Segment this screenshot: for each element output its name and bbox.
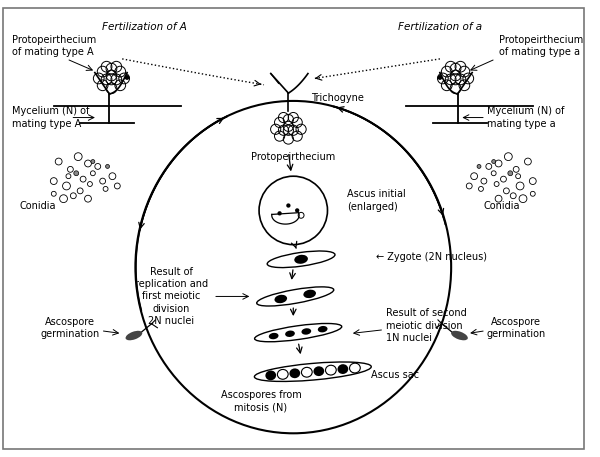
Text: Protopeirthecium
of mating type a: Protopeirthecium of mating type a [499, 35, 583, 58]
Text: Protopeirthecium: Protopeirthecium [251, 152, 335, 162]
Text: Conidia: Conidia [484, 201, 520, 211]
Text: Conidia: Conidia [20, 201, 56, 211]
Circle shape [437, 75, 442, 80]
Text: Ascus initial
(enlarged): Ascus initial (enlarged) [347, 190, 406, 212]
Ellipse shape [451, 331, 468, 340]
Circle shape [91, 159, 95, 164]
Text: Ascospore
germination: Ascospore germination [41, 317, 100, 339]
Circle shape [74, 171, 79, 175]
Circle shape [295, 208, 299, 213]
Ellipse shape [125, 331, 142, 340]
Ellipse shape [301, 367, 312, 377]
Ellipse shape [277, 369, 288, 379]
Text: Mycelium (N) of
mating type A: Mycelium (N) of mating type A [12, 106, 89, 129]
Ellipse shape [277, 369, 288, 379]
Circle shape [492, 159, 496, 164]
Circle shape [106, 165, 109, 168]
Text: Ascospores from
mitosis (N): Ascospores from mitosis (N) [221, 390, 301, 412]
Text: Protopeirthecium
of mating type A: Protopeirthecium of mating type A [12, 35, 96, 58]
Text: Ascospore
germination: Ascospore germination [487, 317, 546, 339]
Text: Result of second
meiotic division
1N nuclei: Result of second meiotic division 1N nuc… [386, 308, 467, 343]
Ellipse shape [274, 295, 287, 303]
Circle shape [508, 171, 513, 175]
Ellipse shape [350, 363, 360, 373]
Ellipse shape [269, 333, 278, 339]
Ellipse shape [325, 365, 336, 375]
Circle shape [286, 203, 290, 207]
Text: Trichogyne: Trichogyne [311, 93, 364, 103]
Text: Fertilization of A: Fertilization of A [102, 21, 187, 32]
Ellipse shape [265, 371, 276, 380]
Ellipse shape [301, 367, 312, 377]
Circle shape [477, 165, 481, 168]
Ellipse shape [289, 368, 300, 378]
Text: Result of
replication and
first meiotic
division
2N nuclei: Result of replication and first meiotic … [134, 266, 208, 326]
Ellipse shape [350, 363, 360, 373]
Ellipse shape [338, 364, 348, 374]
Ellipse shape [318, 326, 328, 332]
Ellipse shape [304, 290, 316, 298]
Text: Fertilization of a: Fertilization of a [398, 21, 482, 32]
Ellipse shape [325, 365, 336, 375]
Ellipse shape [294, 255, 308, 264]
Circle shape [125, 75, 130, 80]
Text: ← Zygote (2N nucleus): ← Zygote (2N nucleus) [376, 252, 487, 262]
Circle shape [277, 211, 282, 216]
Text: Mycelium (N) of
mating type a: Mycelium (N) of mating type a [487, 106, 564, 129]
Ellipse shape [301, 328, 311, 335]
Ellipse shape [285, 330, 295, 337]
Ellipse shape [313, 367, 324, 376]
Text: Ascus sac: Ascus sac [371, 370, 419, 380]
